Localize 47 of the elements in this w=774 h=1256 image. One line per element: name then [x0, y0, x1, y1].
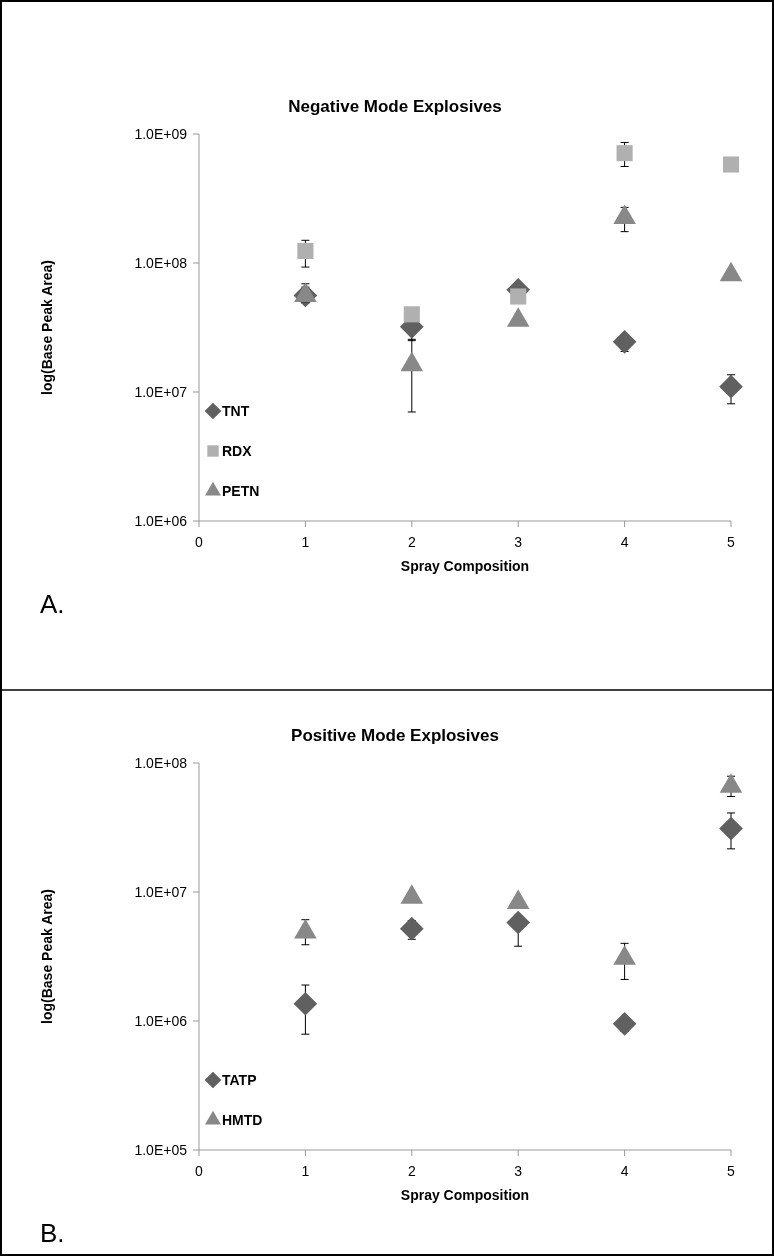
point: [506, 889, 530, 909]
x-axis-title: Spray Composition: [400, 1187, 530, 1203]
point: [293, 991, 318, 1016]
y-tick-label: 1.0E+05: [134, 1141, 188, 1158]
x-tick-label: 2: [407, 534, 416, 550]
point: [510, 288, 527, 305]
point: [722, 156, 740, 173]
point: [297, 242, 314, 260]
point: [719, 374, 743, 399]
chart-title: Negative Mode Explosives: [288, 97, 502, 116]
y-tick-label: 1.0E+08: [134, 754, 188, 771]
x-tick-label: 0: [195, 534, 204, 550]
point: [400, 884, 424, 904]
point: [616, 145, 633, 162]
x-tick-label: 5: [727, 1163, 736, 1179]
legend-label: PETN: [222, 482, 260, 499]
text: B.: [40, 1218, 65, 1248]
text: A.: [40, 589, 65, 619]
x-tick-label: 4: [620, 1163, 629, 1179]
y-tick-label: 1.0E+06: [134, 1012, 188, 1029]
x-tick-label: 2: [407, 1163, 416, 1179]
legend-label: TATP: [222, 1071, 257, 1088]
y-tick-label: 1.0E+07: [134, 383, 188, 400]
x-tick-label: 5: [727, 534, 736, 550]
x-axis-title: Spray Composition: [400, 558, 530, 574]
point: [719, 773, 743, 793]
point: [399, 916, 424, 941]
legend-label: RDX: [222, 442, 253, 459]
y-tick-label: 1.0E+09: [134, 125, 188, 142]
y-tick-label: 1.0E+07: [134, 883, 188, 900]
y-tick-label: 1.0E+06: [134, 512, 188, 529]
x-tick-label: 0: [195, 1163, 204, 1179]
y-tick-label: 1.0E+08: [134, 254, 188, 271]
y-axis-title: log(Base Peak Area): [39, 260, 55, 395]
point: [612, 329, 637, 354]
x-tick-label: 3: [514, 1163, 523, 1179]
x-tick-label: 4: [620, 534, 629, 550]
legend-label: HMTD: [222, 1111, 263, 1128]
x-tick-label: 1: [301, 1163, 310, 1179]
legend-label: TNT: [222, 402, 250, 419]
point: [612, 1012, 637, 1036]
point: [403, 306, 420, 323]
chart-title: Positive Mode Explosives: [291, 726, 499, 745]
point: [506, 910, 531, 935]
x-tick-label: 3: [514, 534, 523, 550]
y-axis-title: log(Base Peak Area): [39, 889, 55, 1024]
x-tick-label: 1: [301, 534, 310, 550]
